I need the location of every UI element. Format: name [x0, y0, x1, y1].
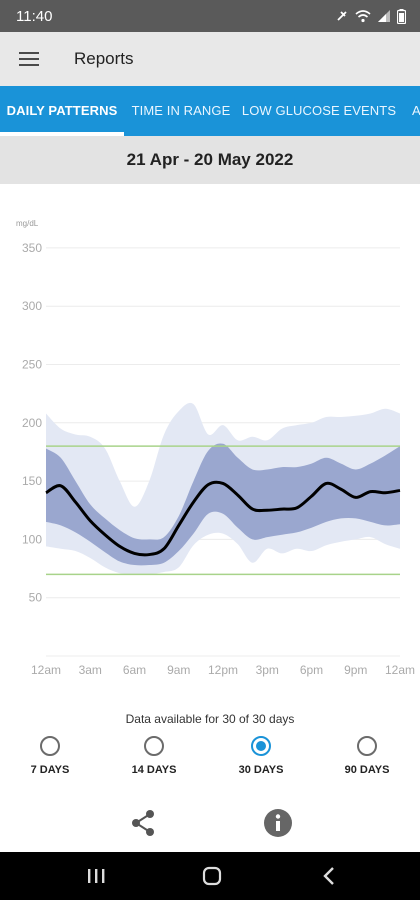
tab-more[interactable]: A	[412, 103, 420, 118]
range-option-label: 14 DAYS	[131, 764, 177, 776]
percentile-25-75-band	[46, 443, 400, 566]
hamburger-icon	[19, 52, 39, 54]
battery-icon	[397, 8, 406, 24]
range-option-7-days[interactable]: 7 DAYS	[10, 736, 90, 782]
y-tick-label: 200	[22, 416, 42, 430]
median-line	[45, 480, 401, 557]
recent-apps-button[interactable]	[76, 864, 116, 888]
status-bar: 11:40	[0, 0, 420, 32]
daily-patterns-chart: mg/dL 50 100 150 200 250 300 350 12am 3am 6am 9am 12…	[0, 200, 420, 690]
share-button[interactable]	[129, 808, 159, 838]
tab-daily-patterns[interactable]: DAILY PATTERNS	[6, 103, 118, 118]
radio-button[interactable]	[40, 736, 60, 756]
range-option-label: 90 DAYS	[344, 764, 390, 776]
chart-svg: mg/dL 50 100 150 200 250 300 350 12am 3am 6am 9am 12…	[16, 219, 415, 677]
hamburger-icon-bar	[19, 58, 39, 60]
recent-apps-icon	[88, 869, 105, 883]
x-tick-label: 12am	[31, 663, 61, 677]
hamburger-icon-bar	[19, 64, 39, 66]
x-tick-label: 6am	[123, 663, 146, 677]
y-tick-label: 100	[22, 532, 42, 546]
share-icon	[132, 810, 154, 836]
back-icon	[323, 867, 334, 885]
radio-button[interactable]	[357, 736, 377, 756]
info-button[interactable]	[263, 808, 293, 838]
range-option-90-days[interactable]: 90 DAYS	[327, 736, 407, 782]
radio-selected-dot	[256, 741, 266, 751]
y-tick-label: 150	[22, 474, 42, 488]
x-tick-label: 3pm	[256, 663, 279, 677]
x-tick-label: 3am	[79, 663, 102, 677]
active-tab-indicator	[0, 132, 124, 136]
data-availability-text: Data available for 30 of 30 days	[125, 712, 295, 726]
date-range: 21 Apr - 20 May 2022	[0, 136, 420, 184]
y-tick-label: 350	[22, 241, 42, 255]
status-icons	[335, 8, 406, 24]
x-tick-label: 9pm	[344, 663, 367, 677]
page-title: Reports	[74, 49, 134, 68]
home-icon	[202, 866, 222, 886]
radio-button[interactable]	[251, 736, 271, 756]
x-tick-label: 9am	[167, 663, 190, 677]
wifi-icon	[355, 10, 371, 23]
y-axis-unit-label: mg/dL	[16, 219, 39, 228]
y-tick-label: 250	[22, 358, 42, 372]
y-tick-label: 50	[29, 591, 43, 605]
tab-bar: DAILY PATTERNS TIME IN RANGE LOW GLUCOSE…	[0, 86, 420, 136]
tab-time-in-range[interactable]: TIME IN RANGE	[131, 103, 231, 118]
x-tick-label: 12pm	[208, 663, 238, 677]
range-option-14-days[interactable]: 14 DAYS	[114, 736, 194, 782]
mute-icon	[337, 11, 347, 21]
system-nav-bar	[0, 852, 420, 900]
info-icon	[264, 809, 292, 837]
app-bar: Reports	[0, 32, 420, 86]
tab-low-glucose-events[interactable]: LOW GLUCOSE EVENTS	[241, 103, 397, 118]
status-time: 11:40	[16, 8, 53, 25]
range-option-30-days[interactable]: 30 DAYS	[221, 736, 301, 782]
range-option-label: 30 DAYS	[238, 764, 284, 776]
y-tick-label: 300	[22, 299, 42, 313]
x-tick-label: 12am	[385, 663, 415, 677]
home-button[interactable]	[192, 864, 232, 888]
back-button[interactable]	[310, 864, 350, 888]
x-tick-label: 6pm	[300, 663, 323, 677]
menu-button[interactable]	[14, 44, 44, 74]
radio-button[interactable]	[144, 736, 164, 756]
signal-icon	[378, 10, 390, 22]
range-option-label: 7 DAYS	[30, 764, 70, 776]
